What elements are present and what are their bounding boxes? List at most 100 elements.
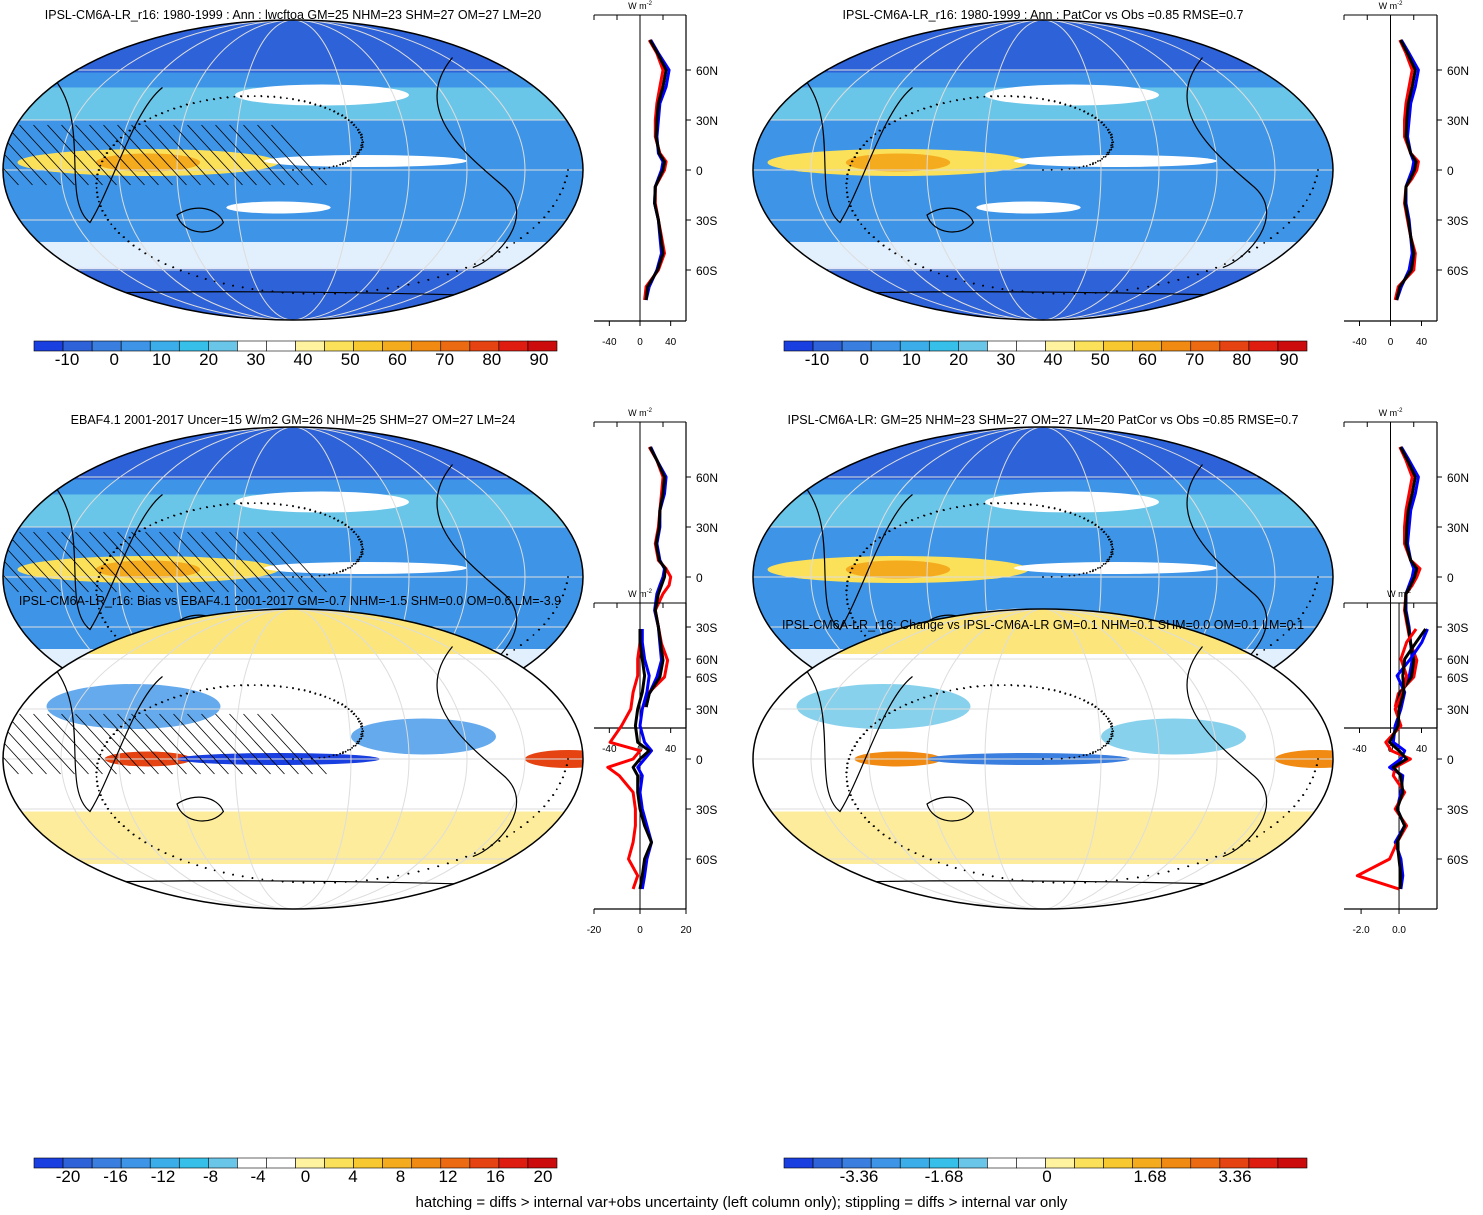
profile-x-tick-label: -40 bbox=[1352, 337, 1367, 348]
profile-lat-label: 60N bbox=[696, 64, 718, 78]
colorbar-swatch bbox=[812, 1157, 843, 1169]
profile-lat-label: 60N bbox=[696, 653, 718, 667]
colorbar-swatch bbox=[1248, 340, 1279, 352]
colorbar-tick-label: 10 bbox=[152, 350, 171, 369]
map-outline bbox=[752, 608, 1334, 910]
colorbar-tick-label: -8 bbox=[203, 1167, 218, 1186]
colorbar-swatch bbox=[527, 1157, 558, 1169]
colorbar-swatch bbox=[266, 1157, 296, 1169]
colorbar-tick-label: 90 bbox=[1280, 350, 1299, 369]
map-title: IPSL-CM6A-LR_r16: Bias vs EBAF4.1 2001-2… bbox=[19, 594, 561, 608]
colorbar-swatch bbox=[987, 1157, 1017, 1169]
profile-unit-label: W m-2 bbox=[1379, 408, 1403, 418]
colorbar-swatch bbox=[266, 340, 296, 352]
zonal-mean-panel: -20 0 20 W m-2 60N 30N 0 30S 60S bbox=[587, 589, 718, 936]
map-title: IPSL-CM6A-LR_r16: Change vs IPSL-CM6A-LR… bbox=[782, 618, 1304, 632]
map-field bbox=[753, 609, 1333, 909]
profile-lat-label: 30S bbox=[1447, 214, 1468, 228]
colorbar-tick-label: 8 bbox=[396, 1167, 405, 1186]
colorbar-tick-label: 50 bbox=[1091, 350, 1110, 369]
profile-lat-label: 60N bbox=[696, 471, 718, 485]
profile-lat-label: 60S bbox=[696, 853, 717, 867]
profile-lat-label: 30S bbox=[696, 214, 717, 228]
profile-lat-label: 0 bbox=[1447, 164, 1454, 178]
profile-unit-label: W m-2 bbox=[1379, 1, 1403, 11]
colorbar: -10 0 10 20 30 40 50 60 70 80 90 bbox=[783, 340, 1308, 369]
profile-x-tick-label: 40 bbox=[665, 744, 677, 755]
map-field bbox=[753, 20, 1333, 320]
zonal-mean-series-line bbox=[644, 39, 668, 301]
map-top-right: IPSL-CM6A-LR_r16: 1980-1999 : Ann : PatC… bbox=[752, 1, 1469, 369]
colorbar-swatch bbox=[870, 340, 901, 352]
profile-x-tick-label: -40 bbox=[602, 744, 617, 755]
colorbar-tick-label: -3.36 bbox=[840, 1167, 879, 1186]
colorbar-tick-label: 40 bbox=[1044, 350, 1063, 369]
zonal-mean-panel: -2.0 0.0 W m-2 60N 30N 0 30S 60S bbox=[1343, 589, 1469, 936]
map-outline bbox=[2, 19, 584, 321]
colorbar-tick-label: 70 bbox=[1185, 350, 1204, 369]
map-bottom-right: IPSL-CM6A-LR_r16: Change vs IPSL-CM6A-LR… bbox=[752, 589, 1469, 1186]
colorbar-tick-label: 30 bbox=[246, 350, 265, 369]
colorbar-tick-label: -16 bbox=[103, 1167, 128, 1186]
map-outline bbox=[2, 608, 584, 910]
profile-unit-label: W m-2 bbox=[628, 408, 652, 418]
profile-lat-label: 60N bbox=[1447, 471, 1469, 485]
profile-lat-label: 0 bbox=[696, 164, 703, 178]
profile-x-tick-label: -40 bbox=[602, 337, 617, 348]
colorbar-tick-label: 20 bbox=[199, 350, 218, 369]
zonal-mean-series-line bbox=[1388, 628, 1427, 890]
profile-lat-label: 30S bbox=[696, 621, 717, 635]
profile-lat-label: 60S bbox=[1447, 264, 1468, 278]
colorbar-tick-label: 40 bbox=[294, 350, 313, 369]
profile-x-tick-label: 0 bbox=[637, 337, 643, 348]
profile-lat-label: 30N bbox=[1447, 521, 1469, 535]
profile-lat-label: 30S bbox=[1447, 803, 1468, 817]
zonal-mean-series-line bbox=[1393, 446, 1422, 708]
zonal-mean-series-line bbox=[1388, 628, 1429, 890]
colorbar-tick-label: -20 bbox=[56, 1167, 81, 1186]
colorbar-tick-label: 60 bbox=[1138, 350, 1157, 369]
profile-lat-label: 30S bbox=[1447, 621, 1468, 635]
colorbar-swatch bbox=[1190, 1157, 1221, 1169]
profile-lat-label: 0 bbox=[1447, 753, 1454, 767]
colorbar-tick-label: 0 bbox=[109, 350, 118, 369]
colorbar-tick-label: -1.68 bbox=[925, 1167, 964, 1186]
colorbar-swatch bbox=[1248, 1157, 1279, 1169]
map-title: IPSL-CM6A-LR_r16: 1980-1999 : Ann : PatC… bbox=[843, 8, 1244, 22]
zonal-mean-series-line bbox=[1395, 39, 1418, 301]
colorbar-tick-label: 80 bbox=[482, 350, 501, 369]
profile-lat-label: 60N bbox=[1447, 653, 1469, 667]
colorbar-tick-label: -12 bbox=[151, 1167, 176, 1186]
profile-lat-label: 0 bbox=[696, 753, 703, 767]
colorbar: -20 -16 -12 -8 -4 0 4 8 12 16 20 bbox=[33, 1157, 558, 1186]
colorbar-swatch bbox=[783, 1157, 814, 1169]
colorbar-tick-label: 60 bbox=[388, 350, 407, 369]
colorbar-tick-label: 1.68 bbox=[1133, 1167, 1166, 1186]
profile-lat-label: 30N bbox=[1447, 703, 1469, 717]
colorbar-tick-label: -10 bbox=[55, 350, 80, 369]
map-top-left: IPSL-CM6A-LR_r16: 1980-1999 : Ann : lwcf… bbox=[2, 1, 718, 369]
profile-lat-label: 0 bbox=[696, 571, 703, 585]
profile-x-tick-label: 40 bbox=[1416, 337, 1428, 348]
colorbar-tick-label: 30 bbox=[996, 350, 1015, 369]
map-title: IPSL-CM6A-LR_r16: 1980-1999 : Ann : lwcf… bbox=[45, 8, 541, 22]
colorbar-tick-label: -4 bbox=[250, 1167, 265, 1186]
colorbar-tick-label: 20 bbox=[534, 1167, 553, 1186]
profile-lat-label: 30N bbox=[1447, 114, 1469, 128]
profile-lat-label: 60S bbox=[696, 264, 717, 278]
profile-unit-label: W m-2 bbox=[628, 1, 652, 11]
colorbar-swatch bbox=[1074, 1157, 1104, 1169]
map-outline bbox=[752, 19, 1334, 321]
zonal-mean-series-line bbox=[1395, 446, 1419, 708]
profile-lat-label: 60N bbox=[1447, 64, 1469, 78]
footer-note: hatching = diffs > internal var+obs unce… bbox=[415, 1194, 1068, 1211]
profile-unit-label: W m-2 bbox=[1387, 589, 1411, 599]
colorbar-tick-label: 90 bbox=[530, 350, 549, 369]
colorbar-tick-label: 50 bbox=[341, 350, 360, 369]
colorbar-tick-label: -10 bbox=[805, 350, 830, 369]
colorbar-swatch bbox=[120, 340, 151, 352]
colorbar-swatch bbox=[353, 1157, 383, 1169]
